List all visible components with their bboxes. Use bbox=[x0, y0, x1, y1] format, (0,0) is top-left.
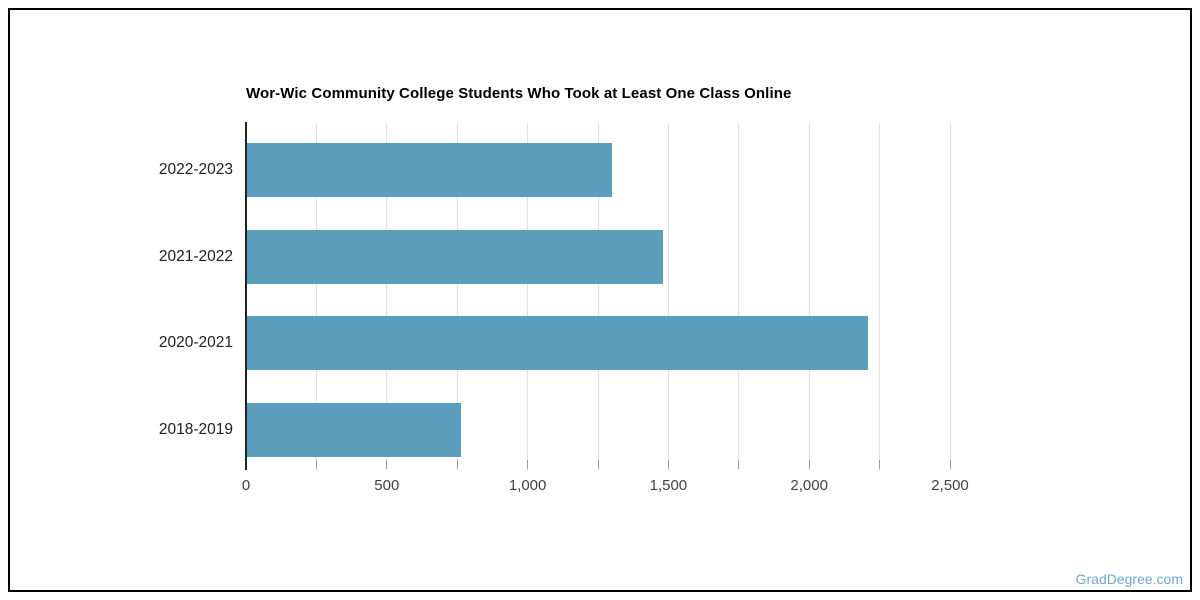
gridline bbox=[597, 123, 599, 470]
gridline bbox=[456, 123, 458, 470]
x-tick-label: 2,500 bbox=[931, 477, 969, 494]
y-axis-line bbox=[245, 122, 247, 470]
x-axis-tick bbox=[879, 460, 881, 469]
bar-2022-2023 bbox=[246, 143, 613, 197]
x-axis-tick bbox=[738, 460, 740, 469]
x-axis-tick bbox=[808, 460, 810, 469]
gridline bbox=[949, 123, 951, 470]
gridline bbox=[808, 123, 810, 470]
gridline bbox=[879, 123, 881, 470]
graddegree-link[interactable]: GradDegree.com bbox=[1075, 571, 1183, 587]
bar-2020-2021 bbox=[246, 316, 869, 370]
x-tick-label: 500 bbox=[374, 477, 400, 494]
bar-2021-2022 bbox=[246, 229, 663, 284]
x-tick-label: 2,000 bbox=[790, 477, 828, 494]
plot-area bbox=[245, 122, 951, 470]
category-label: 2021-2022 bbox=[158, 247, 233, 265]
gridline bbox=[315, 123, 317, 470]
x-axis-tick bbox=[667, 460, 669, 469]
category-label: 2022-2023 bbox=[158, 161, 233, 178]
x-tick-label: 1,500 bbox=[649, 477, 688, 494]
x-axis-tick bbox=[456, 460, 458, 469]
x-tick-label: 1,000 bbox=[508, 477, 547, 494]
x-axis-tick bbox=[949, 460, 951, 469]
x-axis-tick bbox=[315, 460, 317, 469]
gridline bbox=[386, 123, 388, 470]
x-axis-tick bbox=[527, 460, 529, 469]
category-label: 2018-2019 bbox=[158, 420, 233, 438]
x-axis-tick bbox=[386, 460, 388, 469]
gridline bbox=[667, 123, 669, 470]
gridline bbox=[527, 123, 529, 470]
x-axis-tick bbox=[597, 460, 599, 469]
category-label: 2020-2021 bbox=[158, 334, 233, 351]
chart-border-frame bbox=[8, 8, 1192, 592]
chart-title: Wor-Wic Community College Students Who T… bbox=[246, 85, 792, 102]
x-tick-label: 0 bbox=[241, 477, 251, 494]
gridline bbox=[738, 123, 740, 470]
bar-2018-2019 bbox=[246, 402, 462, 457]
